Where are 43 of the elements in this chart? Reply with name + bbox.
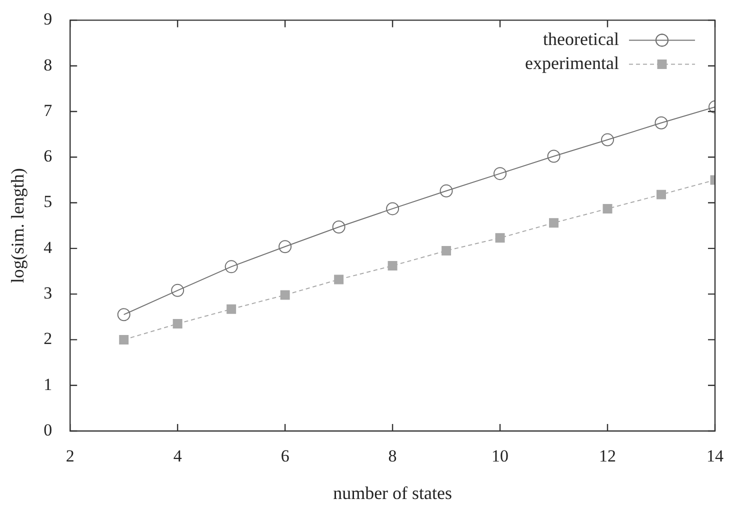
point [656,190,666,200]
point [442,246,452,256]
legend-label: theoretical [543,28,619,49]
y-tick-label: 7 [44,100,53,120]
y-tick-label: 9 [44,10,52,29]
point [549,218,559,228]
point [226,304,236,314]
point [117,308,130,322]
y-tick-label: 2 [44,329,52,348]
point [494,167,507,180]
x-tick-label: 2 [66,446,74,466]
x-tick-label: 6 [280,446,290,466]
point [119,334,129,344]
point [386,202,400,216]
point [280,290,290,300]
point [602,204,612,214]
point [547,150,560,163]
y-axis-title: log(sim. length) [8,168,28,284]
point [224,260,238,274]
point [172,318,182,328]
point [278,240,292,254]
legend-label: experimental [525,52,619,73]
x-tick-label: 10 [492,446,509,466]
x-tick-label: 12 [599,446,616,466]
x-tick-label: 14 [706,446,724,466]
point [440,184,453,198]
x-tick-label: 4 [173,446,182,466]
point [171,284,184,297]
point [601,133,614,146]
point [334,274,344,284]
x-axis-title: number of states [333,482,452,503]
point [654,116,668,130]
y-tick-label: 6 [44,146,52,166]
point [332,220,346,234]
y-tick-label: 4 [44,238,53,257]
y-tick-label: 1 [44,374,52,394]
y-tick-label: 0 [44,420,52,440]
y-tick-label: 3 [44,284,52,303]
point [495,233,505,243]
y-tick-label: 5 [44,192,52,212]
x-tick-label: 8 [388,446,397,466]
point [388,261,398,271]
y-tick-label: 8 [44,55,52,74]
